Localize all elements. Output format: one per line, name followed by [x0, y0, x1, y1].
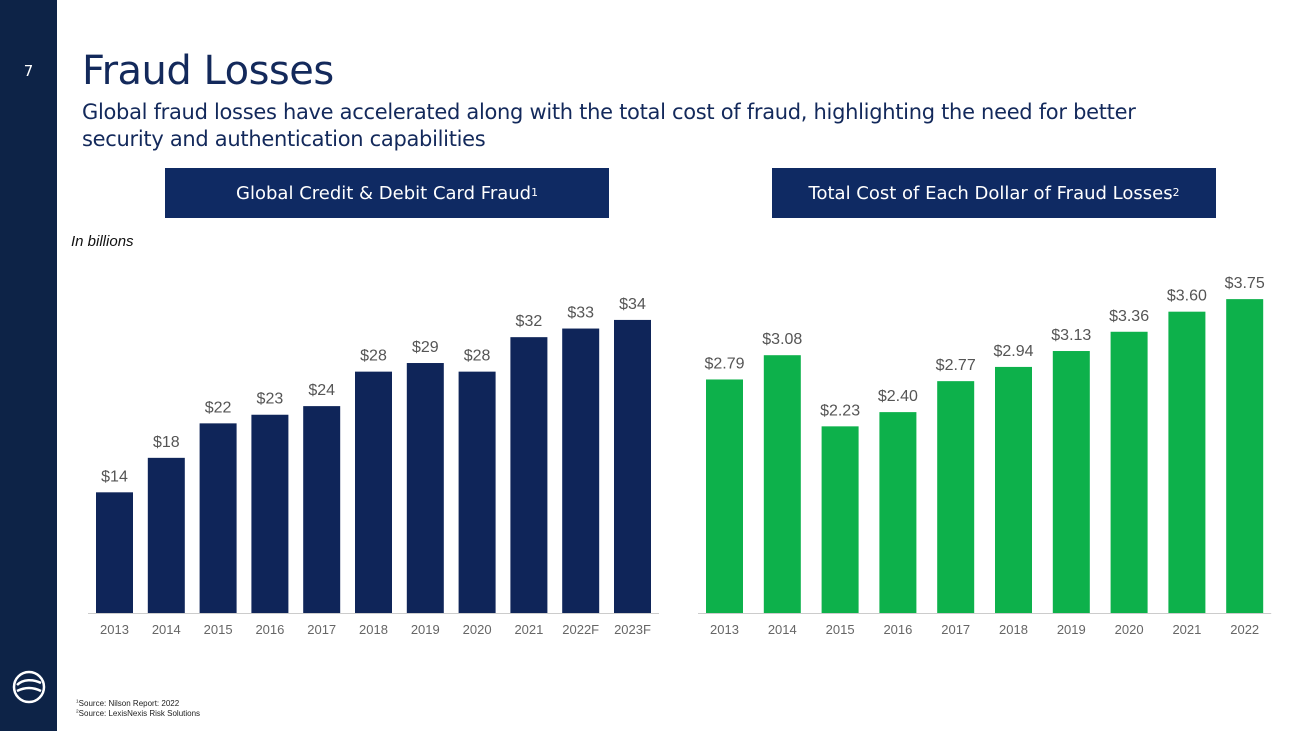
- units-label: In billions: [71, 233, 134, 250]
- right-data-label-2022: $3.75: [1225, 275, 1265, 292]
- right-tick-label-2013: 2013: [710, 622, 739, 637]
- left-data-label-2016: $23: [257, 391, 284, 408]
- page-title: Fraud Losses: [82, 48, 334, 94]
- right-bar-2020: [1110, 331, 1148, 613]
- left-bar-2021: [510, 337, 548, 613]
- right-tick-label-2015: 2015: [826, 622, 855, 637]
- right-tick-label-2014: 2014: [768, 622, 797, 637]
- left-data-label-2014: $18: [153, 434, 180, 451]
- right-tick-label-2017: 2017: [941, 622, 970, 637]
- right-bar-2013: [706, 379, 743, 613]
- page-number: 7: [23, 62, 34, 80]
- left-bar-2013: [96, 492, 133, 613]
- footnotes: 1Source: Nilson Report: 2022 2Source: Le…: [76, 699, 200, 719]
- left-tick-label-2016: 2016: [255, 622, 284, 637]
- left-tick-label-2020: 2020: [463, 622, 492, 637]
- right-bar-2021: [1168, 311, 1206, 613]
- left-bar-2015: [199, 423, 237, 613]
- right-tick-label-2019: 2019: [1057, 622, 1086, 637]
- left-data-label-2019: $29: [412, 339, 439, 356]
- right-bar-2015: [821, 426, 859, 613]
- right-bar-2017: [937, 381, 975, 613]
- left-bar-2016: [251, 414, 289, 613]
- right-tick-label-2016: 2016: [883, 622, 912, 637]
- right-chart-header: Total Cost of Each Dollar of Fraud Losse…: [772, 168, 1216, 218]
- right-data-label-2015: $2.23: [820, 402, 860, 419]
- right-chart-header-text: Total Cost of Each Dollar of Fraud Losse…: [808, 182, 1173, 204]
- left-data-label-2013: $14: [101, 468, 128, 485]
- left-bar-2017: [303, 406, 341, 613]
- right-bar-2022: [1226, 299, 1264, 613]
- right-bar-2016: [879, 412, 917, 613]
- left-data-label-2017: $24: [308, 382, 335, 399]
- left-tick-label-2014: 2014: [152, 622, 181, 637]
- left-tick-label-2023F: 2023F: [614, 622, 651, 637]
- right-bar-2014: [763, 355, 801, 613]
- left-data-label-2018: $28: [360, 348, 387, 365]
- left-tick-label-2013: 2013: [100, 622, 129, 637]
- left-tick-label-2019: 2019: [411, 622, 440, 637]
- right-bar-2018: [995, 366, 1032, 613]
- left-bar-2023F: [614, 319, 651, 613]
- footnote-2: 2Source: LexisNexis Risk Solutions: [76, 709, 201, 718]
- left-bar-2014: [147, 457, 185, 613]
- right-bar-2019: [1052, 351, 1090, 613]
- left-tick-label-2018: 2018: [359, 622, 388, 637]
- left-tick-label-2022F: 2022F: [562, 622, 599, 637]
- right-tick-label-2018: 2018: [999, 622, 1028, 637]
- left-tick-label-2017: 2017: [307, 622, 336, 637]
- left-data-label-2021: $32: [516, 313, 543, 330]
- right-tick-label-2020: 2020: [1115, 622, 1144, 637]
- left-tick-label-2015: 2015: [204, 622, 233, 637]
- left-chart-header-text: Global Credit & Debit Card Fraud: [236, 182, 532, 204]
- right-data-label-2013: $2.79: [704, 355, 744, 372]
- left-data-label-2022F: $33: [567, 305, 594, 322]
- right-data-label-2018: $2.94: [993, 343, 1033, 360]
- sidebar: [0, 0, 57, 731]
- left-bar-2018: [355, 371, 392, 613]
- right-tick-label-2021: 2021: [1172, 622, 1201, 637]
- right-data-label-2019: $3.13: [1051, 327, 1091, 344]
- right-data-label-2017: $2.77: [936, 357, 976, 374]
- right-tick-label-2022: 2022: [1230, 622, 1259, 637]
- right-data-label-2016: $2.40: [878, 388, 918, 405]
- left-data-label-2015: $22: [205, 399, 232, 416]
- footnote-1: 1Source: Nilson Report: 2022: [76, 699, 180, 708]
- left-bar-2022F: [562, 328, 600, 613]
- left-data-label-2023F: $34: [619, 296, 646, 313]
- right-data-label-2021: $3.60: [1167, 288, 1207, 305]
- company-logo-icon: [12, 670, 46, 704]
- left-bar-2020: [458, 371, 496, 613]
- left-chart-header: Global Credit & Debit Card Fraud 1: [165, 168, 609, 218]
- left-tick-label-2021: 2021: [514, 622, 543, 637]
- right-data-label-2020: $3.36: [1109, 308, 1149, 325]
- right-data-label-2014: $3.08: [762, 331, 802, 348]
- left-bar-2019: [406, 363, 444, 613]
- page-subtitle: Global fraud losses have accelerated alo…: [82, 100, 1136, 151]
- left-data-label-2020: $28: [464, 348, 491, 365]
